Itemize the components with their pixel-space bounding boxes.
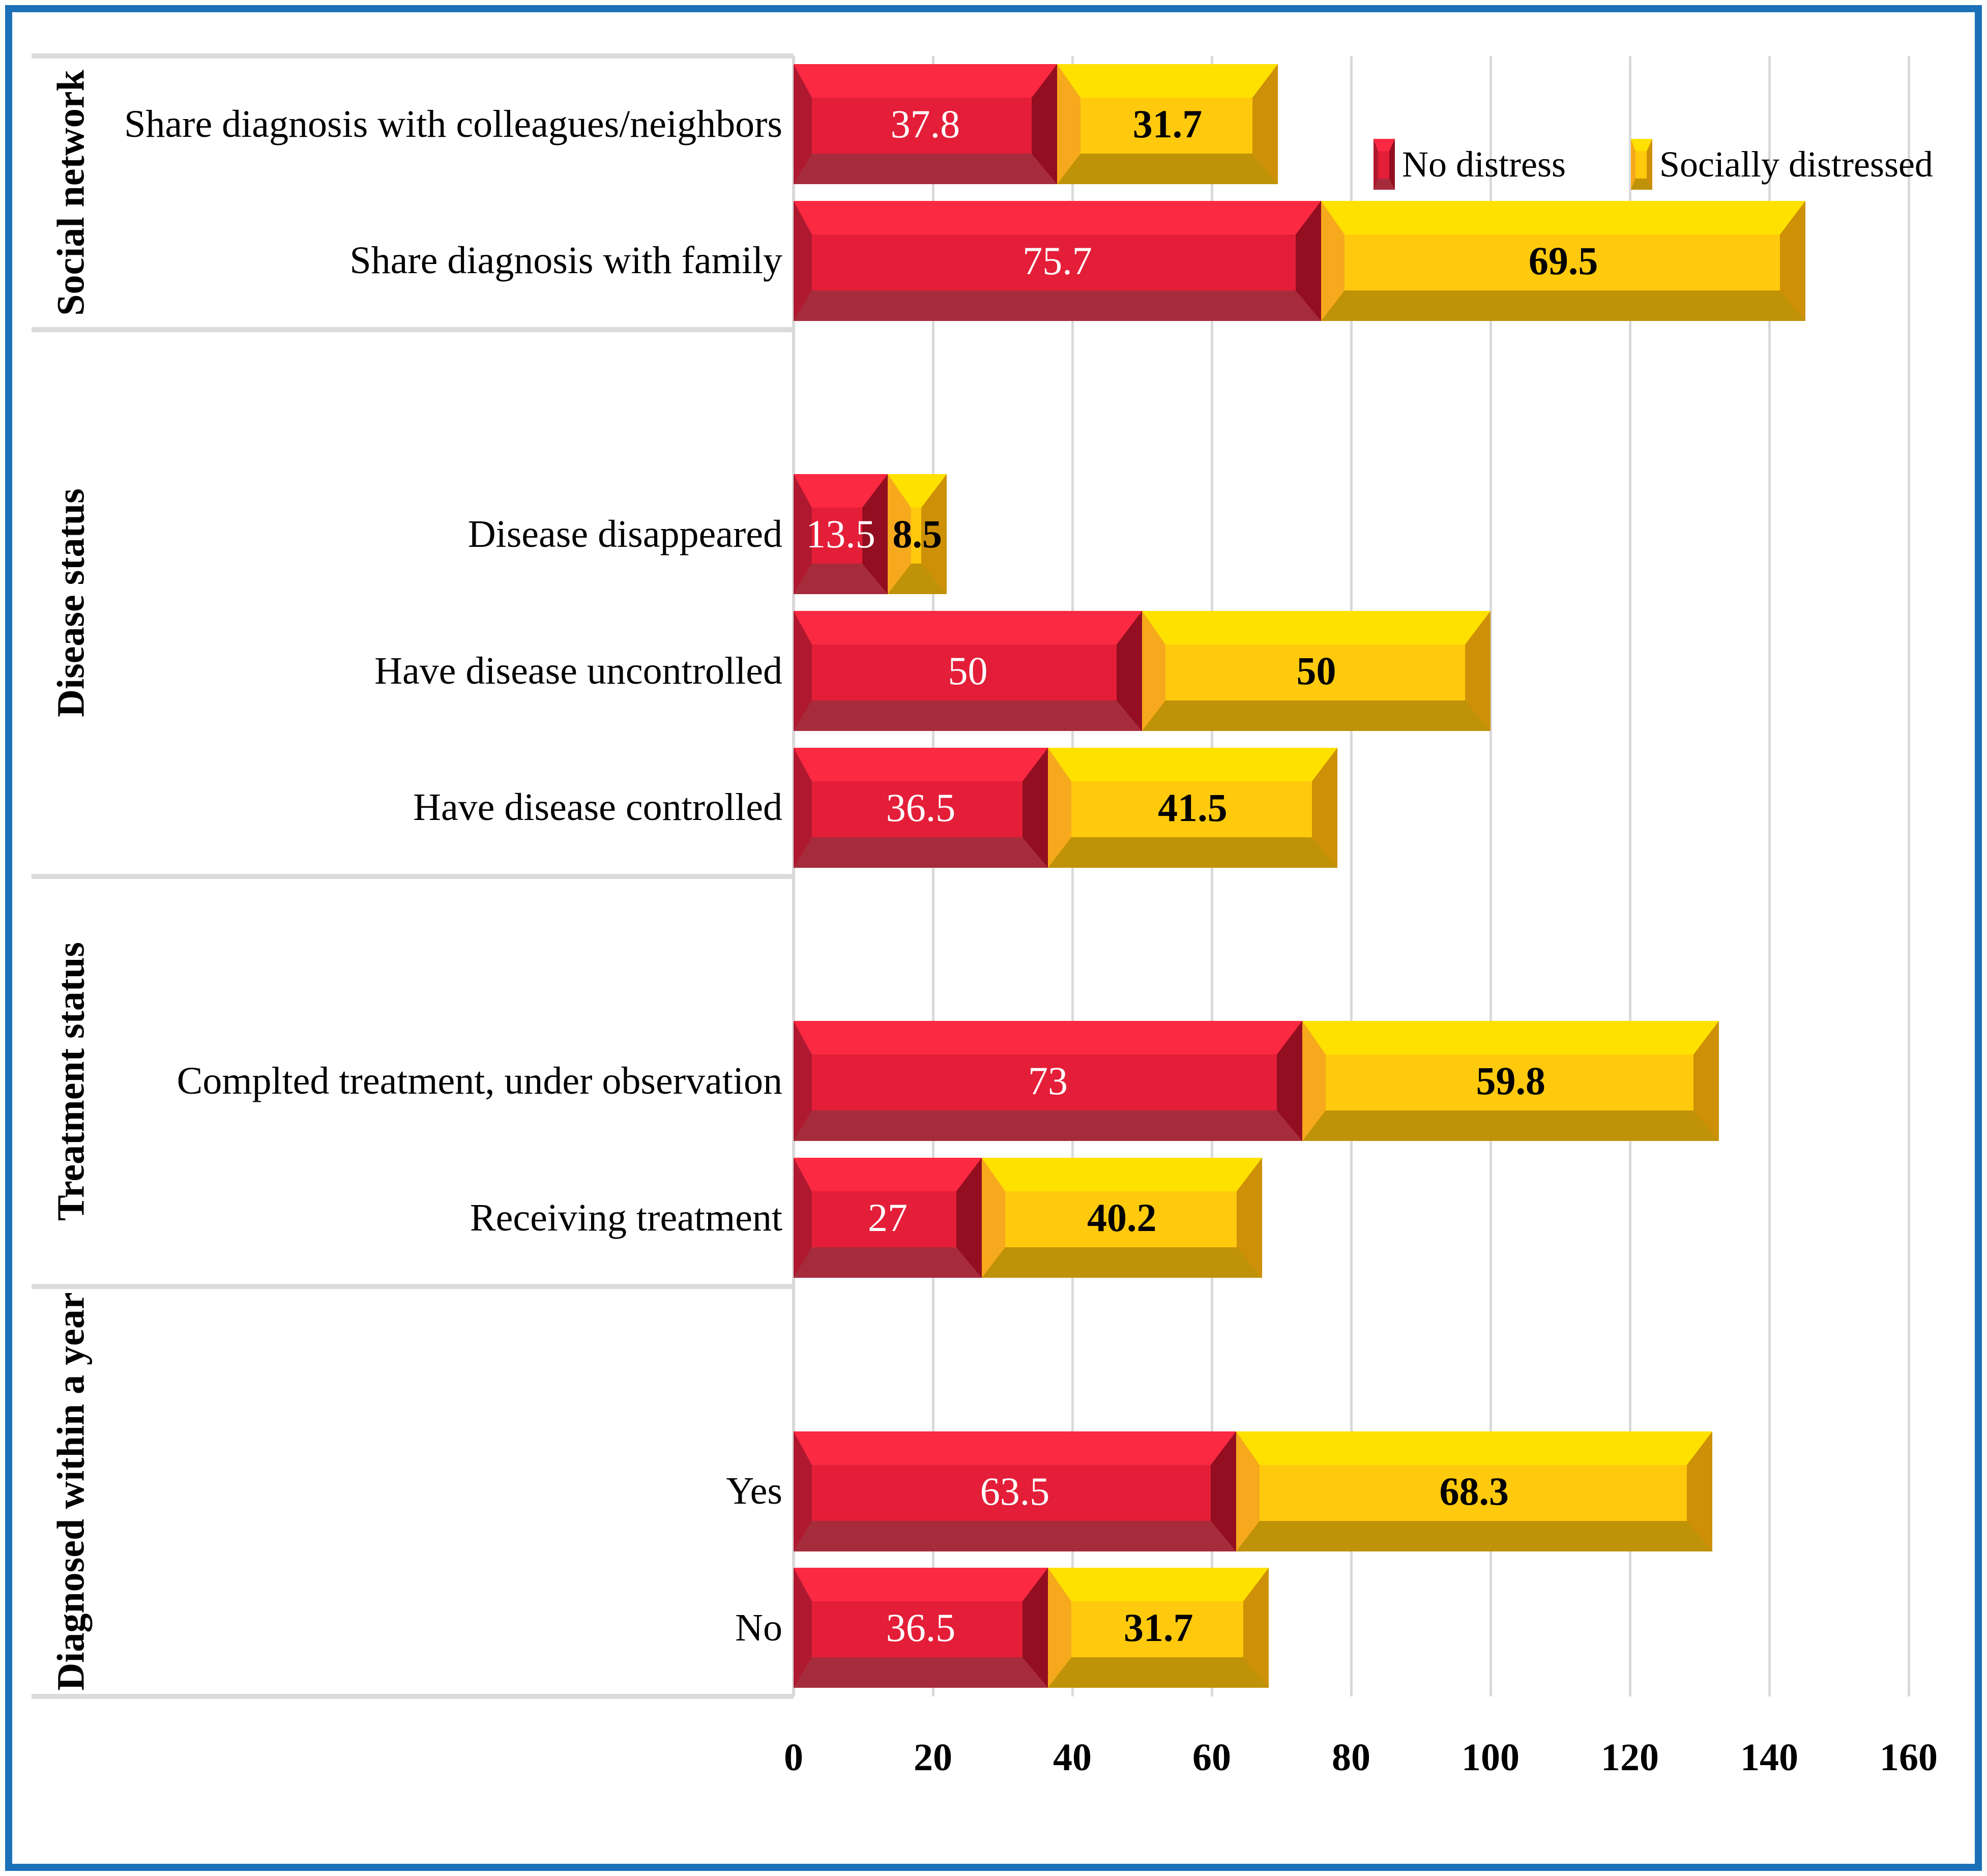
bar-value-label: 27 <box>867 1195 908 1240</box>
x-axis-tick-label: 120 <box>1601 1736 1659 1779</box>
group-label: Treatment status <box>49 942 93 1221</box>
category-label: Share diagnosis with family <box>349 239 782 282</box>
group-separator <box>32 1283 794 1289</box>
group-label: Disease status <box>49 488 93 717</box>
category-label: Disease disappeared <box>467 512 782 555</box>
bar-value-label: 59.8 <box>1476 1059 1545 1103</box>
x-axis-tick-label: 100 <box>1462 1736 1520 1779</box>
bar-value-label: 8.5 <box>892 512 942 556</box>
category-label: Share diagnosis with colleagues/neighbor… <box>124 102 782 145</box>
gridline <box>932 56 934 1696</box>
gridline <box>1908 56 1910 1696</box>
gridline <box>1489 56 1492 1696</box>
bar-segment-socially-distressed: 50 <box>1142 611 1491 731</box>
group-label: Social network <box>49 70 93 316</box>
bar-value-label: 36.5 <box>886 1605 956 1650</box>
gridline <box>1350 56 1353 1696</box>
bar-segment-socially-distressed: 69.5 <box>1321 200 1806 321</box>
bar-segment-no-distress: 75.7 <box>794 200 1322 321</box>
bar-value-label: 36.5 <box>886 785 956 830</box>
x-axis-tick-label: 140 <box>1740 1736 1798 1779</box>
category-label: Have disease controlled <box>413 786 782 829</box>
x-axis-tick-label: 40 <box>1053 1736 1092 1779</box>
bar-value-label: 31.7 <box>1132 102 1203 146</box>
group-separator <box>32 873 794 879</box>
bar-segment-no-distress: 36.5 <box>794 747 1048 868</box>
gridline <box>1768 56 1771 1696</box>
bar-value-label: 69.5 <box>1528 238 1598 283</box>
x-axis-tick-label: 20 <box>914 1736 952 1779</box>
bar-value-label: 50 <box>1296 649 1336 693</box>
bar-segment-socially-distressed: 68.3 <box>1236 1431 1712 1551</box>
bar-value-label: 13.5 <box>806 512 875 556</box>
bar-segment-socially-distressed: 8.5 <box>887 474 947 595</box>
bar-segment-no-distress: 37.8 <box>794 64 1057 184</box>
bar-value-label: 41.5 <box>1158 785 1228 830</box>
group-separator <box>32 1694 794 1699</box>
category-axis-line <box>792 56 795 1696</box>
group-separator <box>32 327 794 332</box>
bar-segment-socially-distressed: 31.7 <box>1057 64 1278 184</box>
category-label: Receiving treatment <box>470 1196 782 1239</box>
gridline <box>1629 56 1631 1696</box>
bar-segment-no-distress: 50 <box>794 611 1142 731</box>
bar-value-label: 73 <box>1028 1059 1068 1103</box>
bar-segment-no-distress: 36.5 <box>794 1568 1048 1688</box>
bar-segment-no-distress: 27 <box>794 1158 982 1278</box>
group-label: Diagnosed within a year <box>49 1292 93 1691</box>
x-axis-tick-label: 0 <box>784 1736 803 1779</box>
category-label: Yes <box>726 1470 782 1512</box>
bar-value-label: 40.2 <box>1087 1195 1157 1240</box>
category-label: Have disease uncontrolled <box>374 649 782 692</box>
category-label: No <box>735 1606 782 1649</box>
bar-segment-no-distress: 73 <box>794 1021 1303 1141</box>
bar-value-label: 31.7 <box>1123 1605 1193 1650</box>
bar-segment-socially-distressed: 40.2 <box>981 1158 1262 1278</box>
bar-value-label: 68.3 <box>1439 1469 1509 1513</box>
x-axis-tick-label: 60 <box>1192 1736 1231 1779</box>
category-label: Complted treatment, under observation <box>177 1059 782 1102</box>
bar-value-label: 75.7 <box>1022 238 1092 283</box>
bar-segment-no-distress: 13.5 <box>794 474 888 595</box>
bar-segment-socially-distressed: 59.8 <box>1302 1021 1719 1141</box>
bar-segment-socially-distressed: 31.7 <box>1048 1568 1269 1688</box>
bar-segment-socially-distressed: 41.5 <box>1048 747 1337 868</box>
x-axis-tick-label: 80 <box>1332 1736 1370 1779</box>
bar-value-label: 63.5 <box>980 1469 1050 1513</box>
x-axis-tick-label: 160 <box>1880 1736 1938 1779</box>
bar-value-label: 37.8 <box>890 102 960 146</box>
bar-value-label: 50 <box>948 649 988 693</box>
gridline <box>1211 56 1213 1696</box>
gridline <box>1071 56 1074 1696</box>
bar-segment-no-distress: 63.5 <box>794 1431 1236 1551</box>
group-separator <box>32 53 794 58</box>
